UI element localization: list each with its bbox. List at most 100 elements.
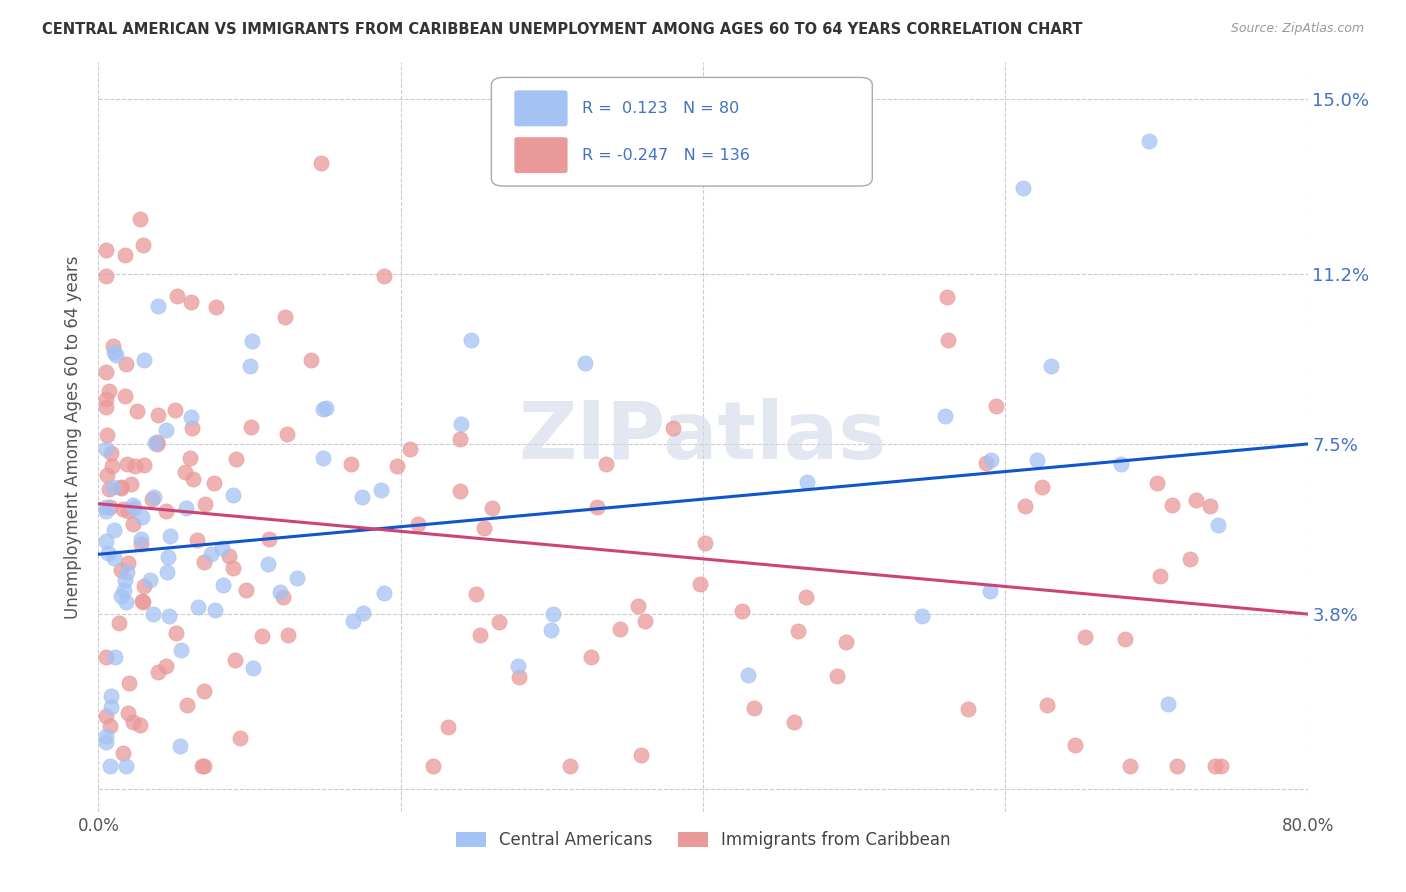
Point: [98, 719, 121, 733]
Point: [274, 310, 297, 324]
Point: [398, 442, 420, 456]
Point: [782, 715, 804, 730]
Point: [155, 423, 177, 437]
Point: [911, 608, 934, 623]
Point: [737, 668, 759, 682]
Point: [956, 702, 979, 716]
Point: [169, 643, 191, 657]
Point: [979, 584, 1001, 599]
Point: [94, 709, 117, 723]
Point: [191, 758, 214, 772]
Point: [468, 628, 491, 642]
Point: [94, 500, 117, 514]
Point: [695, 536, 717, 550]
Point: [508, 670, 530, 684]
Point: [936, 290, 959, 304]
Point: [934, 409, 956, 423]
Point: [94, 243, 117, 257]
Point: [111, 502, 134, 516]
Point: [148, 665, 170, 679]
Point: [134, 352, 156, 367]
Point: [180, 295, 202, 310]
Point: [122, 516, 145, 531]
Point: [100, 445, 122, 459]
Point: [174, 501, 197, 516]
Point: [94, 534, 117, 549]
Point: [212, 578, 235, 592]
Point: [235, 583, 257, 598]
Point: [488, 615, 510, 630]
Point: [257, 532, 280, 546]
Point: [131, 509, 153, 524]
Point: [101, 338, 124, 352]
Point: [94, 365, 117, 379]
Point: [103, 344, 125, 359]
Text: CENTRAL AMERICAN VS IMMIGRANTS FROM CARIBBEAN UNEMPLOYMENT AMONG AGES 60 TO 64 Y: CENTRAL AMERICAN VS IMMIGRANTS FROM CARI…: [42, 22, 1083, 37]
Point: [609, 623, 631, 637]
Point: [155, 504, 177, 518]
Point: [193, 555, 215, 569]
Point: [242, 661, 264, 675]
Point: [585, 500, 607, 515]
Point: [131, 595, 153, 609]
Point: [97, 546, 120, 560]
Point: [224, 653, 246, 667]
Point: [94, 392, 117, 407]
Point: [117, 706, 139, 720]
Point: [108, 615, 131, 630]
Point: [449, 432, 471, 446]
Point: [94, 650, 117, 665]
Point: [114, 758, 136, 772]
Point: [312, 402, 335, 417]
Point: [312, 451, 335, 466]
Point: [938, 334, 960, 348]
Legend: Central Americans, Immigrants from Caribbean: Central Americans, Immigrants from Carib…: [449, 824, 957, 855]
Point: [595, 457, 617, 471]
Point: [142, 607, 165, 621]
Point: [174, 465, 197, 479]
Point: [1039, 359, 1062, 373]
Point: [1157, 697, 1180, 711]
Point: [194, 497, 217, 511]
Point: [127, 403, 149, 417]
Point: [472, 521, 495, 535]
Point: [115, 595, 138, 609]
Point: [115, 457, 138, 471]
Point: [155, 659, 177, 673]
Point: [131, 594, 153, 608]
Point: [114, 583, 136, 598]
Point: [373, 269, 395, 284]
Point: [464, 587, 486, 601]
Point: [132, 238, 155, 252]
Point: [105, 348, 128, 362]
Point: [100, 689, 122, 703]
Point: [148, 299, 170, 313]
Point: [689, 577, 711, 591]
Point: [117, 556, 139, 570]
Point: [97, 482, 120, 496]
Point: [309, 156, 332, 170]
Point: [94, 729, 117, 743]
Point: [1137, 134, 1160, 148]
Point: [120, 477, 142, 491]
Point: [662, 421, 685, 435]
Point: [450, 417, 472, 432]
Point: [122, 501, 145, 516]
Point: [94, 442, 117, 456]
Point: [94, 504, 117, 518]
Point: [825, 669, 848, 683]
Point: [340, 457, 363, 471]
Point: [269, 585, 291, 599]
Point: [110, 480, 132, 494]
Point: [96, 428, 118, 442]
Point: [98, 500, 121, 514]
Point: [225, 452, 247, 467]
Point: [250, 629, 273, 643]
Point: [114, 573, 136, 587]
Point: [114, 248, 136, 262]
Point: [118, 676, 141, 690]
Point: [204, 300, 226, 314]
Point: [560, 758, 582, 772]
Point: [633, 614, 655, 628]
Point: [581, 649, 603, 664]
